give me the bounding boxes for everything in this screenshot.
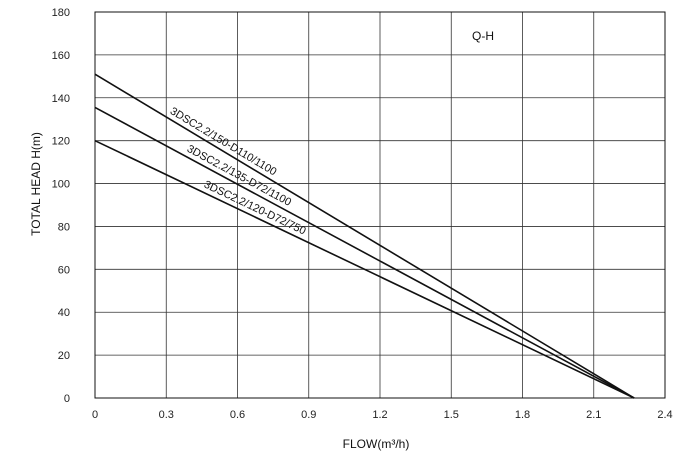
x-tick-label: 2.4 xyxy=(657,409,672,421)
y-tick-label: 140 xyxy=(52,93,70,105)
series-line xyxy=(94,73,635,399)
x-tick-label: 0 xyxy=(92,409,98,421)
y-tick-label: 80 xyxy=(58,221,70,233)
x-tick-label: 0.6 xyxy=(230,409,245,421)
y-tick-label: 40 xyxy=(58,307,70,319)
y-tick-label: 20 xyxy=(58,350,70,362)
y-tick-label: 100 xyxy=(52,179,70,191)
y-tick-label: 0 xyxy=(64,393,70,405)
x-tick-label: 0.9 xyxy=(301,409,316,421)
y-tick-label: 60 xyxy=(58,264,70,276)
x-tick-label: 1.8 xyxy=(515,409,530,421)
x-axis-label: FLOW(m³/h) xyxy=(343,437,410,451)
y-tick-label: 180 xyxy=(52,7,70,19)
series-lines xyxy=(94,73,635,399)
y-tick-label: 120 xyxy=(52,136,70,148)
series-line xyxy=(94,106,635,399)
series-line xyxy=(94,139,635,399)
chart-title: Q-H xyxy=(472,29,494,43)
x-tick-label: 0.3 xyxy=(159,409,174,421)
gridlines xyxy=(94,11,666,399)
x-tick-label: 2.1 xyxy=(586,409,601,421)
plot-frame xyxy=(94,11,666,399)
x-tick-labels: 0 0.3 0.6 0.9 1.2 1.5 1.8 2.1 2.4 xyxy=(92,409,673,421)
y-tick-label: 160 xyxy=(52,50,70,62)
y-tick-labels: 0 20 40 60 80 100 120 140 160 180 xyxy=(52,7,70,405)
x-tick-label: 1.2 xyxy=(372,409,387,421)
y-axis-label: TOTAL HEAD H(m) xyxy=(29,132,43,236)
x-tick-label: 1.5 xyxy=(444,409,459,421)
